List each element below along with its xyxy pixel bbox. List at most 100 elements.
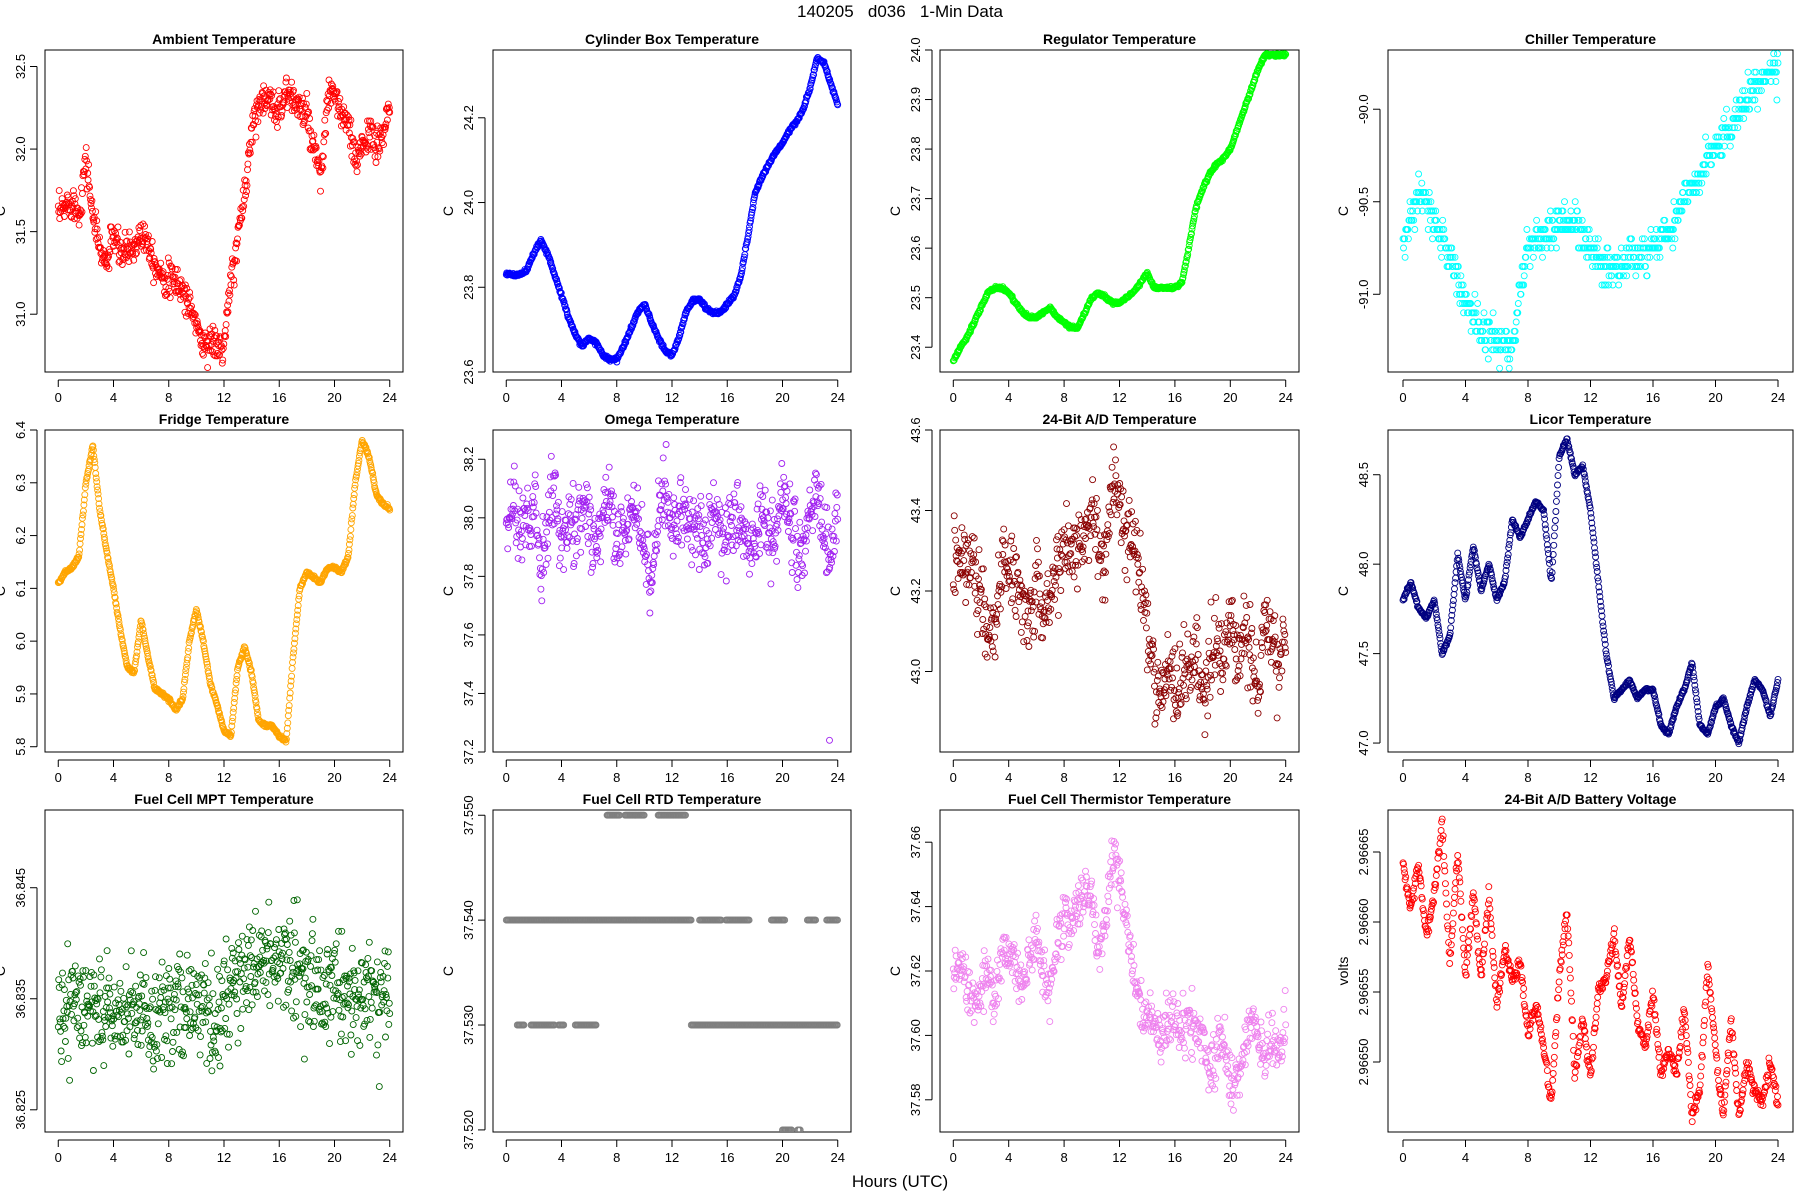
- data-point: [307, 127, 314, 135]
- x-tick-label: 24: [1771, 390, 1785, 405]
- data-point: [676, 479, 684, 487]
- data-point: [385, 104, 393, 112]
- data-point: [1629, 244, 1637, 252]
- data-point: [333, 88, 341, 96]
- data-point: [1005, 568, 1012, 576]
- data-point: [181, 308, 189, 316]
- data-point: [1151, 720, 1159, 728]
- data-point: [1145, 635, 1153, 643]
- data-point: [267, 90, 275, 98]
- data-point: [1044, 597, 1051, 605]
- data-point: [340, 103, 348, 111]
- data-point: [324, 98, 332, 105]
- data-point: [246, 149, 254, 157]
- data-point: [1036, 603, 1044, 611]
- data-point: [683, 526, 691, 534]
- data-point: [739, 258, 747, 266]
- data-point: [1140, 616, 1147, 624]
- data-point: [1099, 596, 1107, 604]
- y-tick-label: 23.6: [461, 359, 476, 384]
- data-point: [1180, 681, 1187, 689]
- data-point: [565, 534, 573, 542]
- data-point: [589, 563, 597, 571]
- data-point: [1520, 281, 1528, 289]
- data-point: [233, 240, 241, 248]
- data-point: [1197, 678, 1205, 686]
- data-point: [1190, 633, 1198, 641]
- data-point: [134, 643, 141, 651]
- data-point: [681, 500, 689, 508]
- data-point: [614, 530, 622, 538]
- data-point: [692, 551, 699, 559]
- y-tick-label: 43.6: [908, 417, 923, 442]
- data-point: [185, 295, 193, 303]
- data-point: [60, 213, 68, 220]
- y-axis-label: C: [0, 206, 8, 216]
- data-point: [1125, 496, 1133, 504]
- data-point: [801, 569, 808, 577]
- data-point: [531, 471, 539, 479]
- data-point: [745, 226, 753, 234]
- data-point: [345, 546, 353, 554]
- data-point: [577, 548, 585, 556]
- data-point: [681, 314, 689, 322]
- data-point: [1159, 698, 1167, 706]
- data-point: [1585, 226, 1593, 233]
- data-point: [622, 550, 630, 558]
- data-point: [998, 583, 1006, 591]
- data-point: [1017, 628, 1025, 636]
- data-point: [1547, 244, 1555, 252]
- data-point: [826, 736, 833, 744]
- data-point: [518, 556, 526, 564]
- data-point: [960, 531, 968, 539]
- data-point: [306, 115, 314, 122]
- chart-panel-1: Ambient TemperatureC0481216202431.031.53…: [0, 31, 404, 405]
- data-point: [974, 607, 982, 614]
- data-point: [812, 469, 819, 477]
- data-point: [351, 484, 359, 492]
- data-point: [221, 332, 229, 340]
- data-point: [584, 540, 592, 548]
- data-point: [164, 254, 172, 262]
- data-point: [1670, 198, 1678, 206]
- data-point: [1674, 216, 1682, 224]
- data-point: [364, 450, 372, 458]
- data-point: [804, 507, 812, 515]
- data-point: [118, 261, 126, 268]
- data-point: [157, 259, 165, 267]
- y-tick-label: 38.2: [461, 447, 476, 472]
- data-point: [1109, 498, 1117, 506]
- data-point: [706, 542, 714, 550]
- data-point: [959, 547, 967, 555]
- data-point: [96, 508, 104, 516]
- data-point: [1640, 235, 1648, 243]
- data-point: [820, 543, 827, 551]
- data-point: [661, 522, 669, 530]
- data-point: [223, 309, 231, 317]
- data-point: [250, 683, 258, 691]
- data-point: [148, 671, 156, 679]
- data-point: [1415, 170, 1423, 178]
- data-point: [386, 506, 394, 514]
- data-point: [690, 497, 698, 505]
- data-point: [708, 534, 716, 542]
- data-point: [782, 500, 790, 507]
- data-point: [1191, 656, 1199, 664]
- data-point: [222, 333, 230, 340]
- data-point: [161, 288, 168, 296]
- data-point: [212, 696, 220, 704]
- data-point: [194, 613, 202, 621]
- data-point: [693, 523, 701, 530]
- data-point: [1459, 281, 1467, 289]
- data-point: [802, 547, 809, 555]
- data-point: [1000, 525, 1008, 533]
- data-point: [755, 530, 763, 538]
- data-point: [767, 580, 775, 588]
- data-point: [1211, 661, 1219, 669]
- data-point: [537, 585, 545, 593]
- data-point: [697, 492, 705, 500]
- data-point: [78, 208, 86, 216]
- data-point: [764, 544, 772, 552]
- data-point: [805, 88, 813, 96]
- data-point: [1735, 105, 1743, 113]
